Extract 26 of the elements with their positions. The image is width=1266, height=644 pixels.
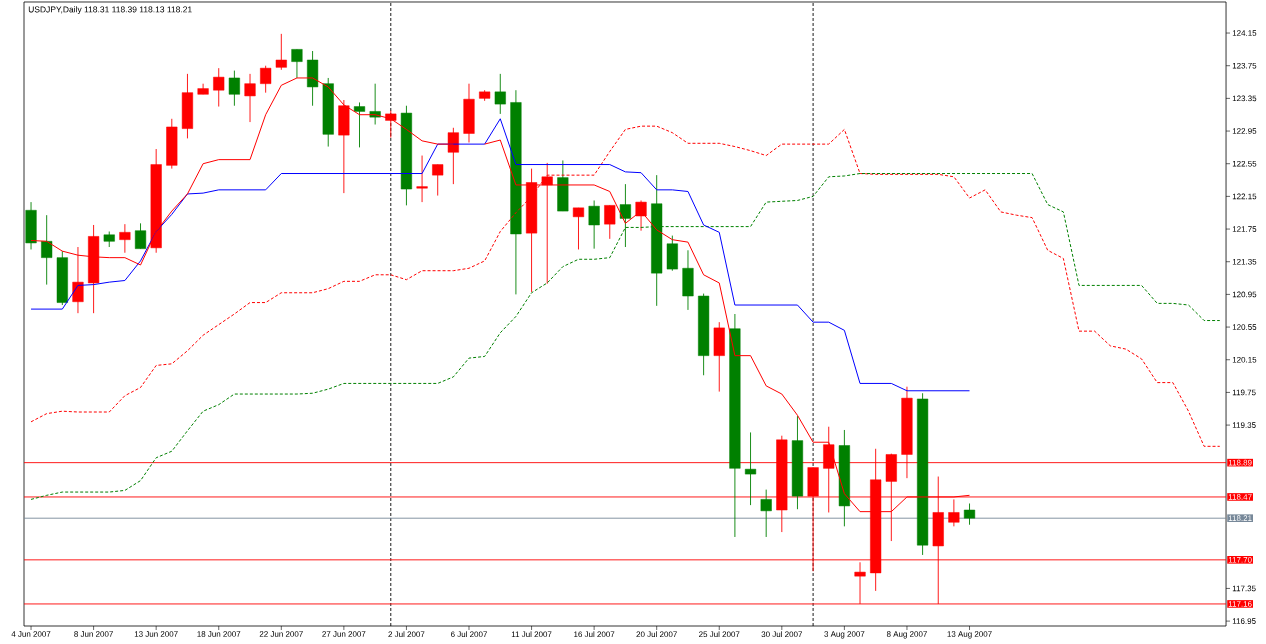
candlestick bbox=[635, 200, 647, 232]
candlestick bbox=[963, 503, 976, 526]
candlestick bbox=[353, 102, 366, 148]
candlestick bbox=[619, 183, 631, 248]
candlestick bbox=[416, 155, 428, 203]
candlestick bbox=[604, 204, 616, 240]
candlestick bbox=[385, 110, 397, 139]
candlestick bbox=[260, 65, 272, 94]
candlestick bbox=[291, 48, 303, 79]
chart-title: USDJPY,Daily 118.31 118.39 118.13 118.21 bbox=[28, 6, 192, 15]
candlestick bbox=[432, 164, 444, 197]
candlestick bbox=[572, 207, 585, 250]
candlestick bbox=[541, 162, 553, 285]
candlestick bbox=[760, 489, 772, 538]
candlestick bbox=[244, 73, 256, 123]
candlestick bbox=[494, 73, 506, 115]
candlestick bbox=[588, 200, 600, 250]
candlestick bbox=[744, 431, 757, 506]
candlestick bbox=[72, 246, 84, 314]
candlestick bbox=[275, 33, 287, 71]
candlestick bbox=[447, 127, 459, 185]
candlestick bbox=[41, 214, 53, 286]
candlestick bbox=[228, 70, 240, 107]
candlestick bbox=[119, 223, 131, 254]
candlestick bbox=[213, 67, 225, 107]
candlestick bbox=[134, 222, 147, 250]
